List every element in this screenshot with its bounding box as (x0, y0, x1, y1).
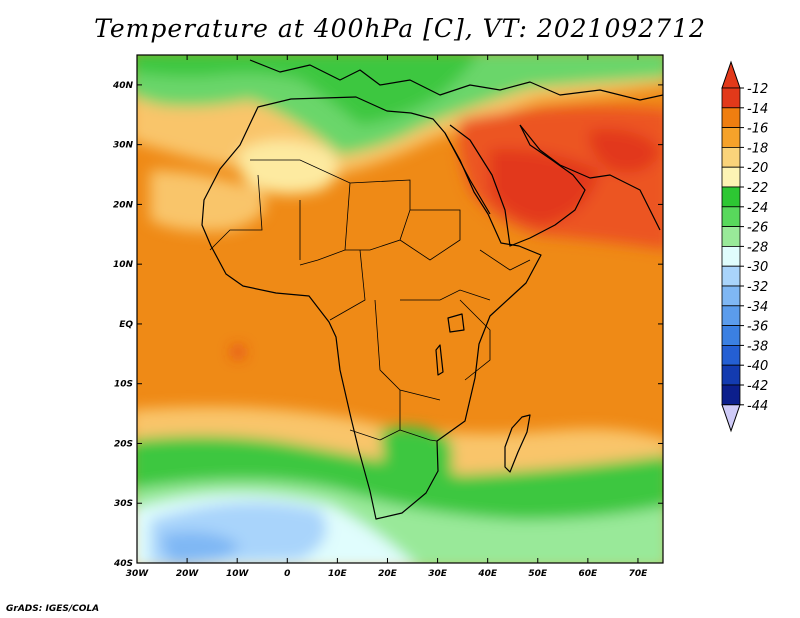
colorbar-label: -20 (747, 161, 768, 176)
colorbar-label: -32 (747, 280, 768, 295)
credit-label: GrADS: IGES/COLA (6, 604, 100, 614)
lon-tick-label: 20W (176, 569, 200, 579)
colorbar-label: -36 (747, 320, 768, 335)
coastlines (201, 59, 663, 520)
lat-tick-label: 40S (113, 559, 133, 569)
colorbar-label: -18 (747, 141, 768, 156)
colorbar-label: -22 (747, 181, 768, 196)
lon-tick-label: 50E (528, 569, 548, 579)
arabia-coastline (449, 124, 586, 247)
colorbar-label: -44 (747, 399, 768, 414)
lat-tick-label: 30N (113, 141, 134, 151)
map-title: Temperature at 400hPa [C], VT: 202109271… (94, 14, 706, 43)
lat-tick-label: 10N (113, 260, 134, 270)
red-sea (444, 132, 491, 215)
colorbar-swatch (721, 344, 741, 366)
lon-tick-label: 30W (126, 569, 150, 579)
lon-tick-label: 60E (579, 569, 599, 579)
lat-tick-label: 40N (112, 81, 134, 91)
colorbar-label: -42 (747, 379, 768, 394)
field-contours (137, 55, 663, 563)
lat-tick-label: 20N (113, 200, 134, 210)
lake-tanganyika (435, 344, 444, 376)
colorbar-label: -38 (747, 339, 768, 354)
lon-tick-label: 70E (629, 569, 649, 579)
lon-tick-label: 10W (226, 569, 250, 579)
lat-tick-label: 20S (114, 439, 133, 449)
colorbar-label: -14 (747, 102, 768, 117)
colorbar-swatch (721, 146, 741, 168)
colorbar-swatch (721, 107, 741, 129)
colorbar: -12 -14 -16 -18 -20 -22 -24 -26 -28 -30 -32 -34 -36 -… (721, 60, 768, 433)
colorbar-swatch (721, 265, 741, 287)
lat-tick-label: EQ (119, 320, 133, 330)
persian-gulf (519, 124, 661, 231)
lon-tick-label: 40E (477, 569, 498, 579)
colorbar-label: -30 (747, 260, 768, 275)
colorbar-swatch (721, 285, 741, 307)
lake-victoria (447, 313, 465, 333)
country-borders (209, 159, 531, 442)
colorbar-swatch (721, 364, 741, 386)
colorbar-label: -34 (747, 300, 768, 315)
colorbar-swatch (721, 245, 741, 267)
colorbar-label: -16 (747, 122, 768, 137)
colorbar-label: -40 (747, 359, 768, 374)
colorbar-swatch (721, 206, 741, 228)
colorbar-swatch (721, 186, 741, 208)
colorbar-swatch (721, 87, 741, 109)
colorbar-label: -26 (747, 221, 768, 236)
colorbar-swatch (721, 305, 741, 326)
colorbar-label: -28 (747, 240, 768, 255)
colorbar-label: -24 (747, 201, 768, 216)
madagascar (504, 414, 531, 473)
colorbar-over-triangle (721, 60, 741, 89)
axis-ticks: 30W 20W 10W 0 10E 20E 30E 40E 50E 60E 70E 40N 30N 20N… (112, 55, 663, 579)
lon-tick-label: 30E (428, 569, 448, 579)
temperature-field (137, 55, 663, 563)
lon-tick-label: 10E (328, 569, 348, 579)
colorbar-swatch (721, 325, 741, 346)
europe-coastline (249, 59, 663, 101)
colorbar-swatch (721, 127, 741, 148)
map-frame (136, 54, 664, 564)
colorbar-under-triangle (721, 404, 741, 433)
lon-tick-label: 0 (284, 569, 290, 579)
lat-tick-label: 10S (114, 380, 133, 390)
lon-tick-label: 20E (378, 569, 398, 579)
lat-tick-label: 30S (114, 499, 133, 509)
colorbar-swatch (721, 166, 741, 188)
colorbar-swatch (721, 226, 741, 247)
colorbar-swatch (721, 384, 741, 406)
colorbar-label: -12 (747, 82, 768, 97)
